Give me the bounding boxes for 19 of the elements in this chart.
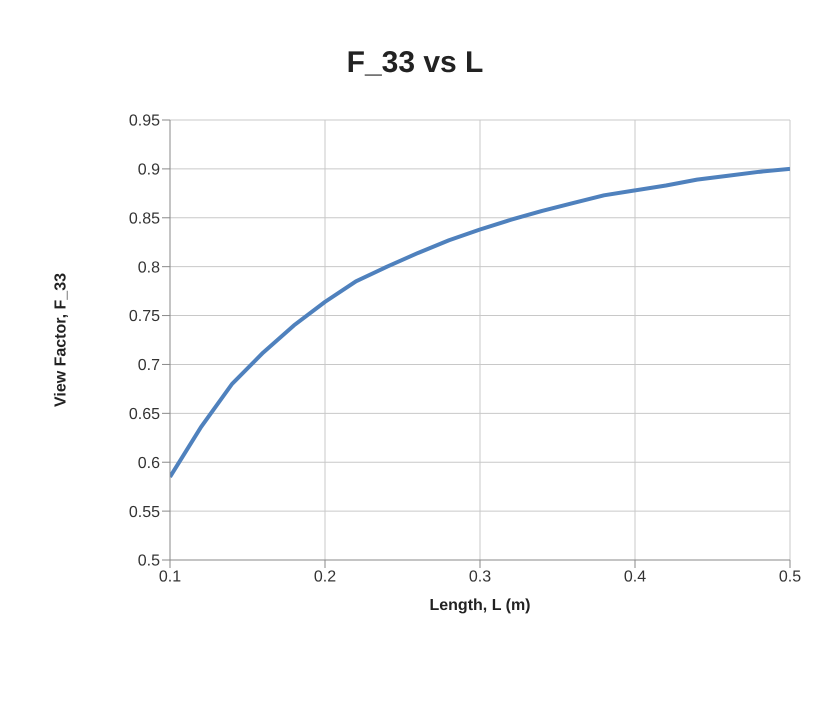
- chart-title: F_33 vs L: [346, 46, 484, 80]
- x-axis-title: Length, L (m): [429, 597, 531, 614]
- y-tick-label: 0.8: [138, 259, 160, 276]
- x-tick-label: 0.1: [158, 568, 182, 586]
- x-tick-label: 0.4: [624, 568, 646, 586]
- line-series: [170, 166, 790, 479]
- y-tick-label: 0.55: [128, 504, 160, 521]
- y-tick-label: 0.5: [138, 552, 160, 570]
- y-tick-label: 0.6: [138, 454, 160, 472]
- y-tick-label: 0.9: [138, 162, 160, 179]
- y-tick-label: 0.7: [138, 357, 160, 374]
- y-tick-label: 0.65: [128, 406, 160, 424]
- y-axis-title: View Factor, F_33: [52, 272, 70, 407]
- x-tick-label: 0.2: [314, 568, 336, 586]
- y-tick-label: 0.75: [128, 308, 160, 326]
- y-tick-label: 0.95: [128, 112, 160, 130]
- x-tick-label: 0.3: [468, 568, 492, 586]
- x-tick-label: 0.5: [778, 568, 802, 586]
- y-tick-label: 0.85: [128, 210, 160, 228]
